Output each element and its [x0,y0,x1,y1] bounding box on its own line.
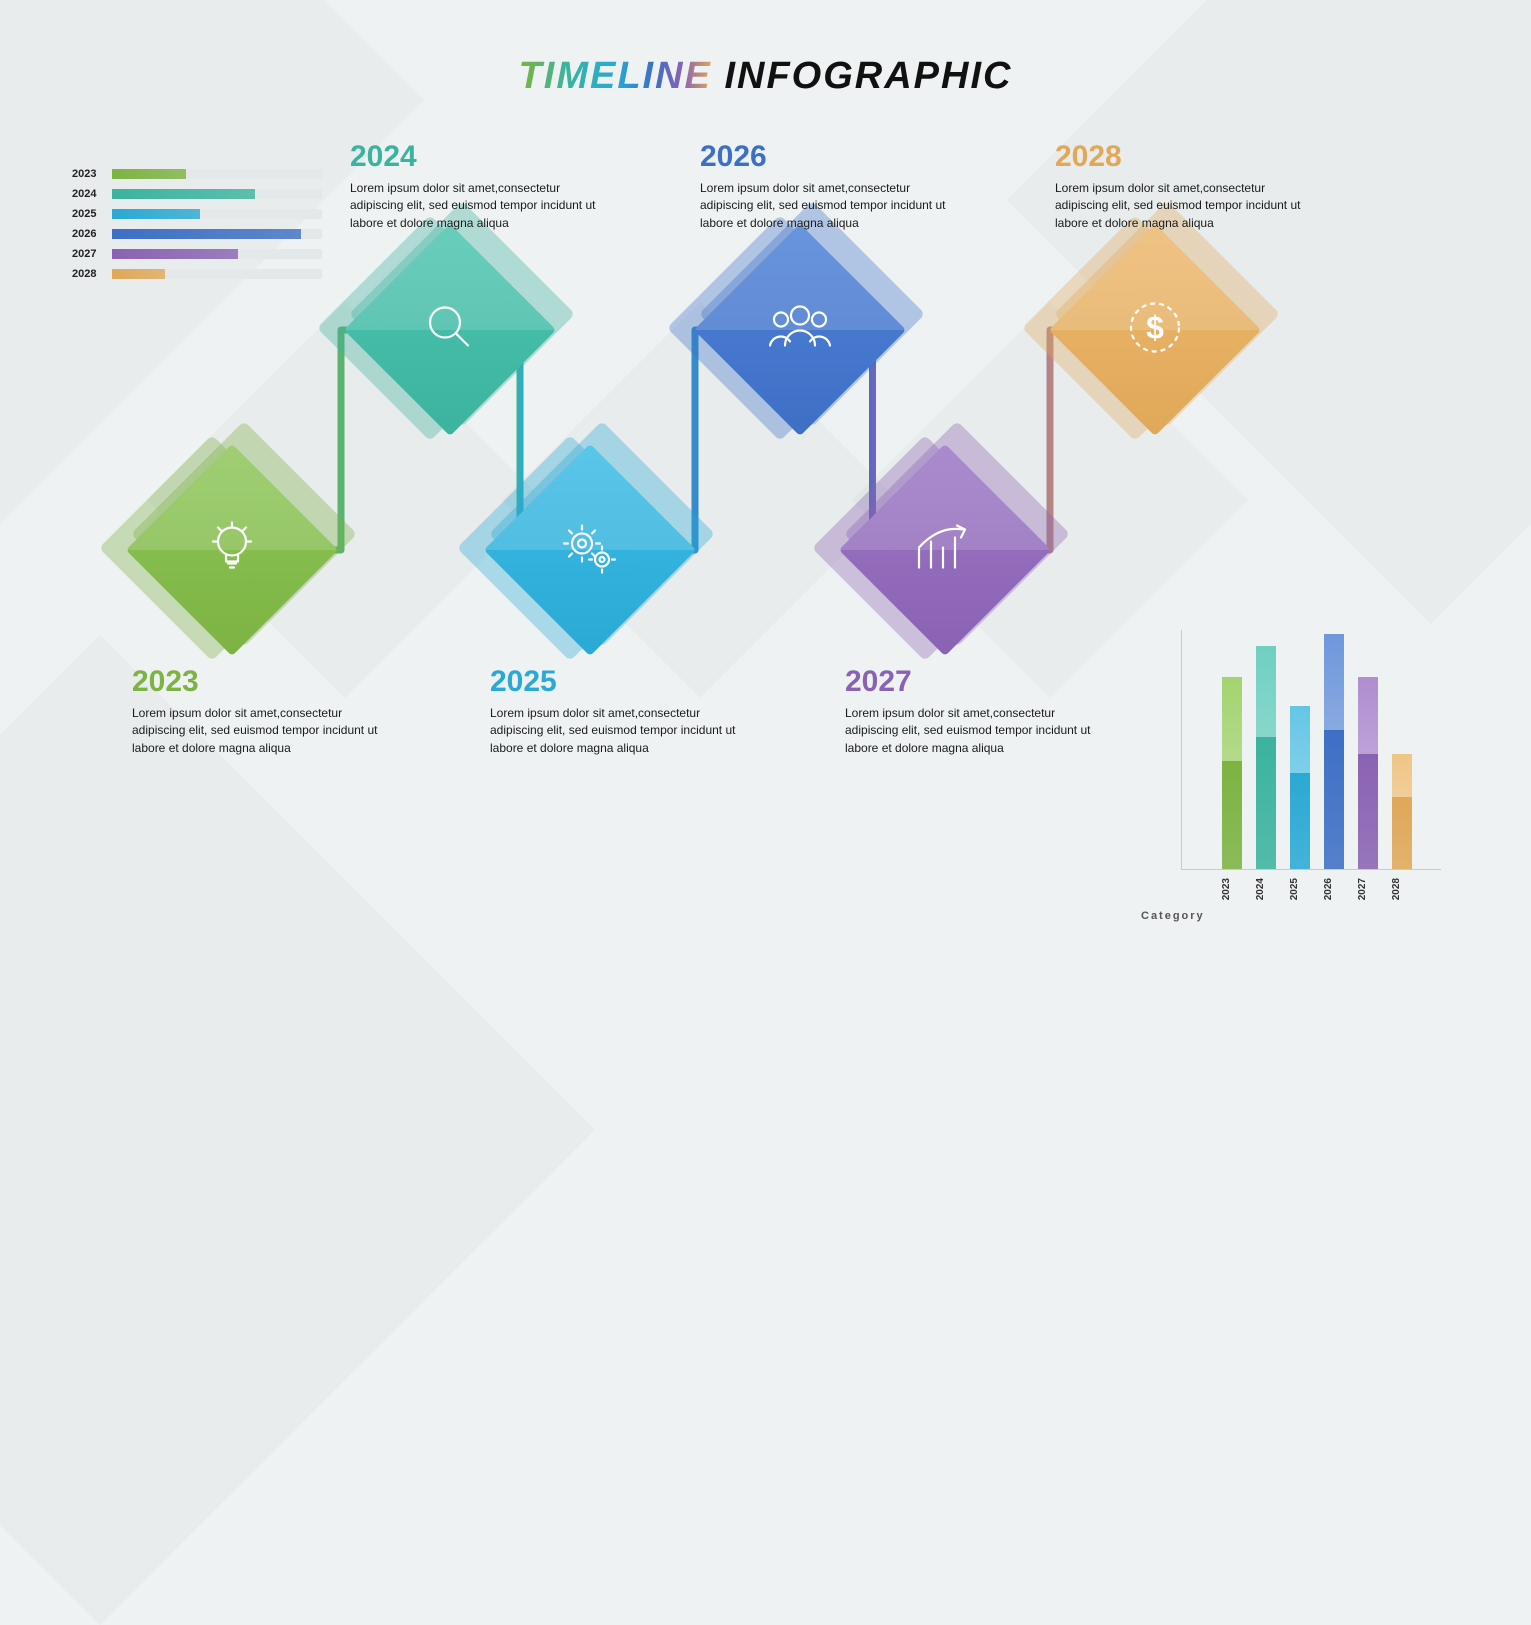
page-title: TIMELINE INFOGRAPHIC [519,55,1013,98]
year-description: Lorem ipsum dolor sit amet,consectetur a… [490,705,750,757]
year-label: 2026 [700,140,960,174]
timeline-text-2025: 2025 Lorem ipsum dolor sit amet,consecte… [490,665,750,757]
timeline-text-2027: 2027 Lorem ipsum dolor sit amet,consecte… [845,665,1105,757]
diamond-2026 [710,240,890,420]
timeline-text-2024: 2024 Lorem ipsum dolor sit amet,consecte… [350,140,610,232]
lightbulb-icon [200,516,264,585]
year-label: 2027 [845,665,1105,699]
title-word-1: TIMELINE [519,55,712,97]
year-label: 2023 [132,665,392,699]
vbar-label: 2028 [1391,878,1411,900]
timeline-text-2023: 2023 Lorem ipsum dolor sit amet,consecte… [132,665,392,757]
timeline-text-2028: 2028 Lorem ipsum dolor sit amet,consecte… [1055,140,1315,232]
year-label: 2028 [1055,140,1315,174]
dollar-icon: $ [1122,295,1188,366]
timeline-node-2027 [845,460,1045,640]
svg-text:$: $ [1146,310,1164,346]
vbar-label: 2026 [1323,878,1343,900]
timeline-node-2023 [132,460,332,640]
year-description: Lorem ipsum dolor sit amet,consectetur a… [1055,180,1315,232]
diamond-2027 [855,460,1035,640]
magnifier-icon [418,296,482,365]
year-description: Lorem ipsum dolor sit amet,consectetur a… [700,180,960,232]
year-description: Lorem ipsum dolor sit amet,consectetur a… [132,705,392,757]
growth-icon [911,518,979,583]
vbar-label: 2024 [1255,878,1275,900]
category-label: Category [1141,910,1205,922]
timeline-node-2028: $ [1055,240,1255,420]
year-description: Lorem ipsum dolor sit amet,consectetur a… [350,180,610,232]
timeline-node-2024 [350,240,550,420]
year-label: 2024 [350,140,610,174]
year-label: 2025 [490,665,750,699]
vbar-label: 2027 [1357,878,1377,900]
timeline-node-2026 [700,240,900,420]
vbar-label: 2025 [1289,878,1309,900]
gears-icon [556,514,624,587]
diamond-2025 [500,460,680,640]
year-description: Lorem ipsum dolor sit amet,consectetur a… [845,705,1105,757]
timeline-node-2025 [490,460,690,640]
vbar-label: 2023 [1221,878,1241,900]
diamond-2024 [360,240,540,420]
people-icon [765,300,835,361]
diamond-2028: $ [1065,240,1245,420]
diamond-2023 [142,460,322,640]
timeline-text-2026: 2026 Lorem ipsum dolor sit amet,consecte… [700,140,960,232]
title-word-2: INFOGRAPHIC [724,55,1012,97]
timeline-stage: 2023 Lorem ipsum dolor sit amet,consecte… [70,140,1460,840]
